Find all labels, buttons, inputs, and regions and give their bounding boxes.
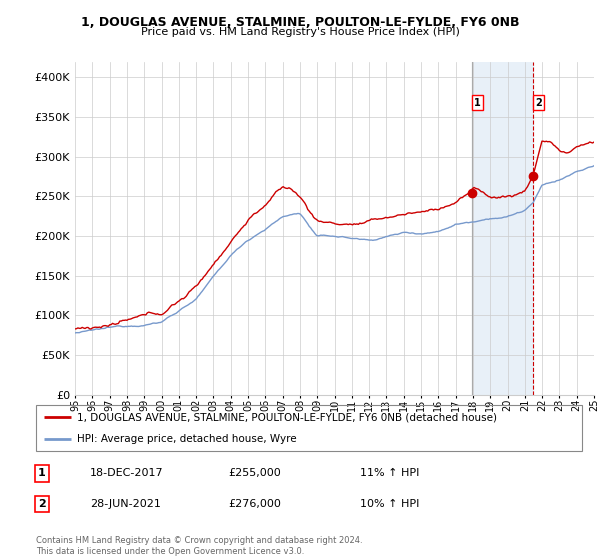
Text: 28-JUN-2021: 28-JUN-2021 [90, 499, 161, 509]
Text: 1, DOUGLAS AVENUE, STALMINE, POULTON-LE-FYLDE, FY6 0NB (detached house): 1, DOUGLAS AVENUE, STALMINE, POULTON-LE-… [77, 412, 497, 422]
Text: Contains HM Land Registry data © Crown copyright and database right 2024.
This d: Contains HM Land Registry data © Crown c… [36, 536, 362, 556]
Bar [472, 62, 533, 395]
Text: £276,000: £276,000 [228, 499, 281, 509]
Text: Price paid vs. HM Land Registry's House Price Index (HPI): Price paid vs. HM Land Registry's House … [140, 27, 460, 37]
Text: 1: 1 [38, 468, 46, 478]
Text: 10% ↑ HPI: 10% ↑ HPI [360, 499, 419, 509]
Text: 1, DOUGLAS AVENUE, STALMINE, POULTON-LE-FYLDE, FY6 0NB: 1, DOUGLAS AVENUE, STALMINE, POULTON-LE-… [81, 16, 519, 29]
Text: 18-DEC-2017: 18-DEC-2017 [90, 468, 164, 478]
Text: HPI: Average price, detached house, Wyre: HPI: Average price, detached house, Wyre [77, 435, 296, 444]
Text: 11% ↑ HPI: 11% ↑ HPI [360, 468, 419, 478]
Text: 1: 1 [474, 98, 481, 108]
Text: 2: 2 [38, 499, 46, 509]
Text: 2: 2 [535, 98, 542, 108]
Text: £255,000: £255,000 [228, 468, 281, 478]
